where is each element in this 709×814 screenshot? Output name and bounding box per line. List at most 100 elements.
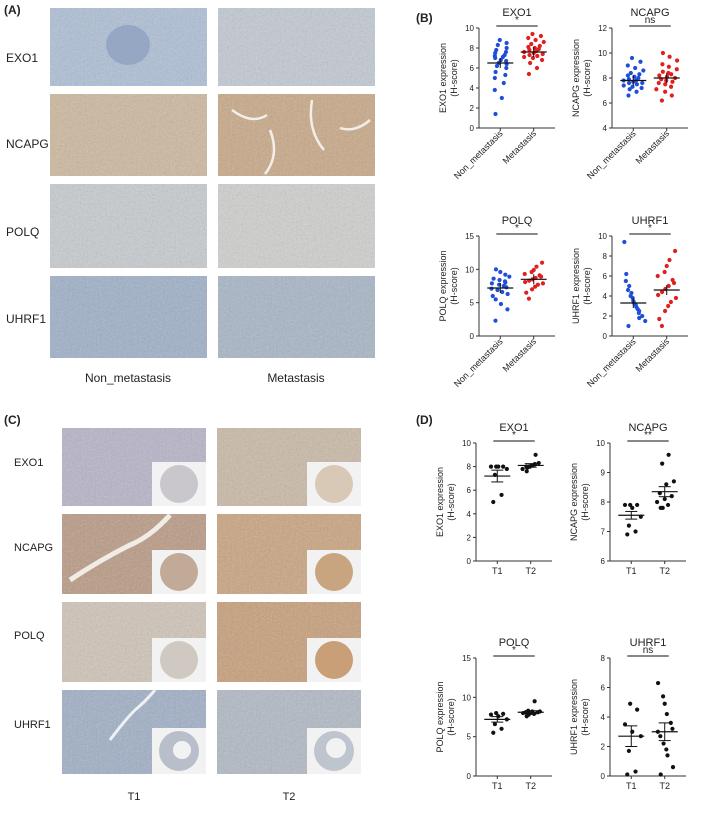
data-point — [499, 492, 504, 498]
data-point — [626, 323, 631, 329]
data-point — [537, 273, 542, 278]
y-tick-label: 8 — [601, 498, 606, 507]
chart-title: POLQ — [502, 215, 533, 227]
data-point — [540, 281, 546, 286]
panel-a-row-ncapg: NCAPG — [6, 137, 49, 151]
y-tick-label: 6 — [601, 684, 606, 693]
y-tick-label: 0 — [467, 772, 472, 781]
data-point — [674, 58, 680, 63]
y-tick-label: 0 — [603, 332, 608, 341]
x-tick-label: T1 — [492, 781, 503, 791]
data-point — [660, 461, 665, 466]
data-point — [654, 87, 659, 92]
data-point — [662, 496, 667, 502]
y-tick-label: 7 — [601, 528, 606, 537]
panel-a-col-meta: Metastasis — [267, 371, 324, 385]
y-tick-label: 4 — [603, 292, 608, 301]
panel-a-row-exo1: EXO1 — [6, 51, 38, 65]
data-point — [622, 502, 628, 508]
y-tick-label: 2 — [470, 104, 475, 113]
y-axis-label: NCAPG expression — [569, 463, 579, 541]
data-point — [665, 502, 671, 508]
tma-image-ncapg-t1-gap — [68, 513, 172, 583]
data-point — [536, 460, 541, 466]
y-tick-label: 5 — [470, 299, 475, 308]
data-point — [538, 33, 544, 39]
y-tick-label: 5 — [467, 733, 472, 742]
data-point — [529, 287, 535, 292]
panel-a-images: EXO1 NCAPG POLQ UHRF1 Non_metastasis Met… — [6, 8, 375, 385]
data-point — [666, 452, 671, 457]
data-point — [493, 111, 498, 117]
data-point — [661, 741, 666, 746]
y-tick-label: 10 — [596, 439, 605, 448]
data-point — [655, 680, 661, 686]
data-point — [520, 466, 525, 472]
data-point — [501, 283, 506, 289]
significance-label: * — [515, 223, 519, 234]
y-tick-label: 0 — [470, 124, 475, 133]
x-tick-label: T1 — [492, 566, 503, 576]
data-point — [671, 479, 676, 484]
data-point — [498, 301, 504, 307]
data-point — [625, 73, 631, 78]
data-point — [662, 308, 668, 314]
panel-a-row-polq: POLQ — [6, 225, 39, 239]
y-tick-label: 10 — [598, 232, 607, 241]
y-tick-label: 10 — [465, 265, 474, 274]
data-point — [666, 283, 671, 289]
data-point — [492, 721, 498, 727]
data-point — [504, 466, 509, 472]
data-point — [489, 286, 494, 291]
data-point — [504, 58, 509, 64]
data-point — [664, 78, 669, 83]
y-axis-label-unit: (H-score) — [446, 483, 456, 521]
y-axis-label-unit: (H-score) — [582, 267, 592, 305]
data-point — [668, 84, 674, 89]
data-point — [660, 50, 666, 56]
y-tick-label: 8 — [470, 44, 475, 53]
y-tick-label: 2 — [603, 312, 608, 321]
data-point — [535, 282, 540, 287]
chart-b-polq: POLQ 0 5 10 15 POLQ expression (H-score) Non_me… — [438, 215, 555, 389]
data-point — [524, 290, 529, 295]
x-tick-label: Metastasis — [634, 336, 672, 374]
data-point — [499, 95, 504, 101]
data-point — [534, 264, 539, 269]
data-point — [670, 79, 675, 84]
data-point — [537, 43, 542, 49]
panel-label-c: (C) — [4, 413, 21, 427]
significance-label: ns — [645, 15, 656, 26]
tma-core-exo1-t1 — [160, 465, 198, 503]
y-axis-label-unit: (H-score) — [449, 267, 459, 305]
data-point — [664, 711, 669, 717]
chart-title: NCAPG — [628, 422, 667, 434]
chart-b-exo1: EXO1 0 2 4 6 8 10 EXO1 expression (H-score) Non_m… — [438, 7, 555, 181]
data-point — [670, 765, 676, 770]
data-point — [643, 318, 648, 324]
chart-title: NCAPG — [630, 7, 669, 19]
data-point — [660, 62, 665, 67]
data-point — [635, 502, 640, 508]
y-tick-label: 8 — [601, 654, 606, 663]
panel-label-d: (D) — [416, 413, 433, 427]
data-point — [504, 45, 509, 51]
data-point — [539, 57, 545, 63]
data-point — [628, 70, 633, 76]
chart-title: EXO1 — [502, 7, 531, 19]
tma-core-polq-t1 — [160, 641, 198, 679]
data-point — [657, 73, 662, 78]
data-point — [625, 287, 631, 293]
data-point — [522, 271, 527, 277]
data-point — [659, 98, 665, 103]
x-tick-label: T1 — [626, 566, 637, 576]
data-point — [640, 313, 645, 319]
y-axis-label-unit: (H-score) — [582, 59, 592, 97]
data-point — [662, 701, 667, 706]
x-tick-label: Metastasis — [634, 128, 672, 166]
data-point — [657, 316, 662, 322]
data-point — [659, 289, 665, 295]
data-point — [634, 89, 639, 94]
data-point — [625, 772, 630, 777]
data-point — [493, 297, 498, 302]
